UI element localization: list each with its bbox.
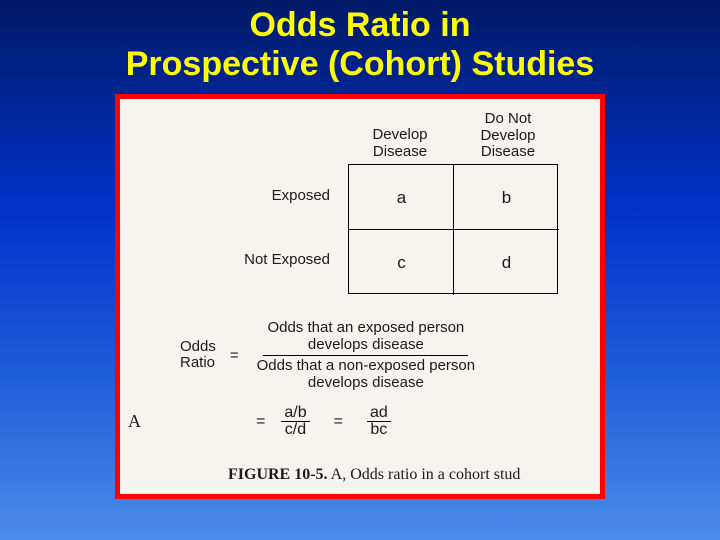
equals-sign-3: =	[334, 413, 343, 431]
cell-a: a	[349, 165, 454, 230]
subfigure-letter: A	[128, 411, 141, 432]
figure-frame: Develop Disease Do Not Develop Disease E…	[115, 94, 605, 499]
title-line1: Odds Ratio in	[126, 6, 595, 45]
figure-inner: Develop Disease Do Not Develop Disease E…	[120, 99, 600, 494]
odds-ratio-formula: = a/b c/d = ad bc	[248, 405, 391, 438]
row-label-exposed: Exposed	[210, 187, 330, 204]
formula-frac-adbc: ad bc	[367, 405, 391, 438]
row-label-not-exposed: Not Exposed	[210, 251, 330, 268]
slide-title: Odds Ratio in Prospective (Cohort) Studi…	[126, 6, 595, 84]
two-by-two-table: a b c d	[348, 164, 558, 294]
col-header-not-develop: Do Not Develop Disease	[458, 111, 558, 161]
cell-b: b	[454, 165, 559, 230]
title-line2: Prospective (Cohort) Studies	[126, 45, 595, 84]
odds-ratio-word-fraction: Odds that an exposed person develops dis…	[253, 319, 479, 391]
figure-caption: FIGURE 10-5. A, Odds ratio in a cohort s…	[228, 466, 520, 484]
caption-label: FIGURE 10-5.	[228, 466, 328, 483]
odds-ratio-definition: Odds Ratio = Odds that an exposed person…	[180, 319, 479, 391]
cell-d: d	[454, 230, 559, 295]
cell-c: c	[349, 230, 454, 295]
col-header-develop: Develop Disease	[350, 127, 450, 160]
equals-sign-1: =	[230, 347, 239, 364]
formula-frac-abcd: a/b c/d	[281, 405, 309, 438]
slide-background: Odds Ratio in Prospective (Cohort) Studi…	[0, 0, 720, 540]
equals-sign-2: =	[256, 413, 265, 431]
odds-ratio-label: Odds Ratio	[180, 339, 216, 372]
caption-text: A, Odds ratio in a cohort stud	[328, 466, 521, 483]
